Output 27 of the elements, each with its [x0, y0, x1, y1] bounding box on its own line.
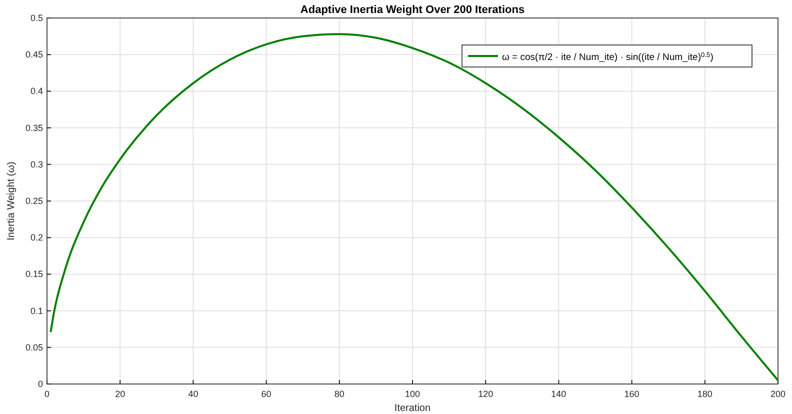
x-tick-label: 160	[624, 389, 640, 399]
x-axis-title: Iteration	[394, 403, 431, 414]
x-tick-label: 140	[551, 389, 566, 399]
y-tick-label: 0	[38, 379, 43, 389]
y-tick-label: 0.2	[30, 232, 43, 243]
y-tick-label: 0.25	[25, 196, 43, 206]
y-tick-label: 0.4	[30, 86, 43, 96]
x-tick-label: 100	[404, 389, 420, 399]
legend-label: ω = cos(π/2 · ite / Num_ite) · sin((ite / Num_ite)$^{0.5}$)	[502, 52, 714, 63]
x-tick-label: 180	[697, 389, 712, 399]
x-tick-label: 20	[115, 389, 126, 399]
x-tick-label: 0	[44, 389, 50, 399]
y-tick-label: 0.45	[25, 50, 43, 60]
x-tick-label: 60	[261, 389, 272, 399]
chart-title: Adaptive Inertia Weight Over 200 Iterations	[300, 4, 525, 16]
line-series	[50, 33, 779, 382]
x-tick-label: 120	[478, 389, 494, 399]
x-tick-label: 40	[188, 389, 198, 399]
y-tick-label: 0.1	[30, 306, 43, 316]
y-tick-label: 0.15	[25, 269, 43, 280]
y-tick-label: 0.3	[30, 159, 43, 170]
y-tick-label: 0.5	[30, 13, 43, 23]
y-axis-title: Inertia Weight (ω)	[6, 162, 17, 240]
x-tick-label: 200	[770, 389, 786, 399]
y-tick-label: 0.05	[25, 342, 43, 352]
y-tick-label: 0.35	[25, 122, 43, 133]
x-tick-label: 80	[334, 389, 344, 399]
